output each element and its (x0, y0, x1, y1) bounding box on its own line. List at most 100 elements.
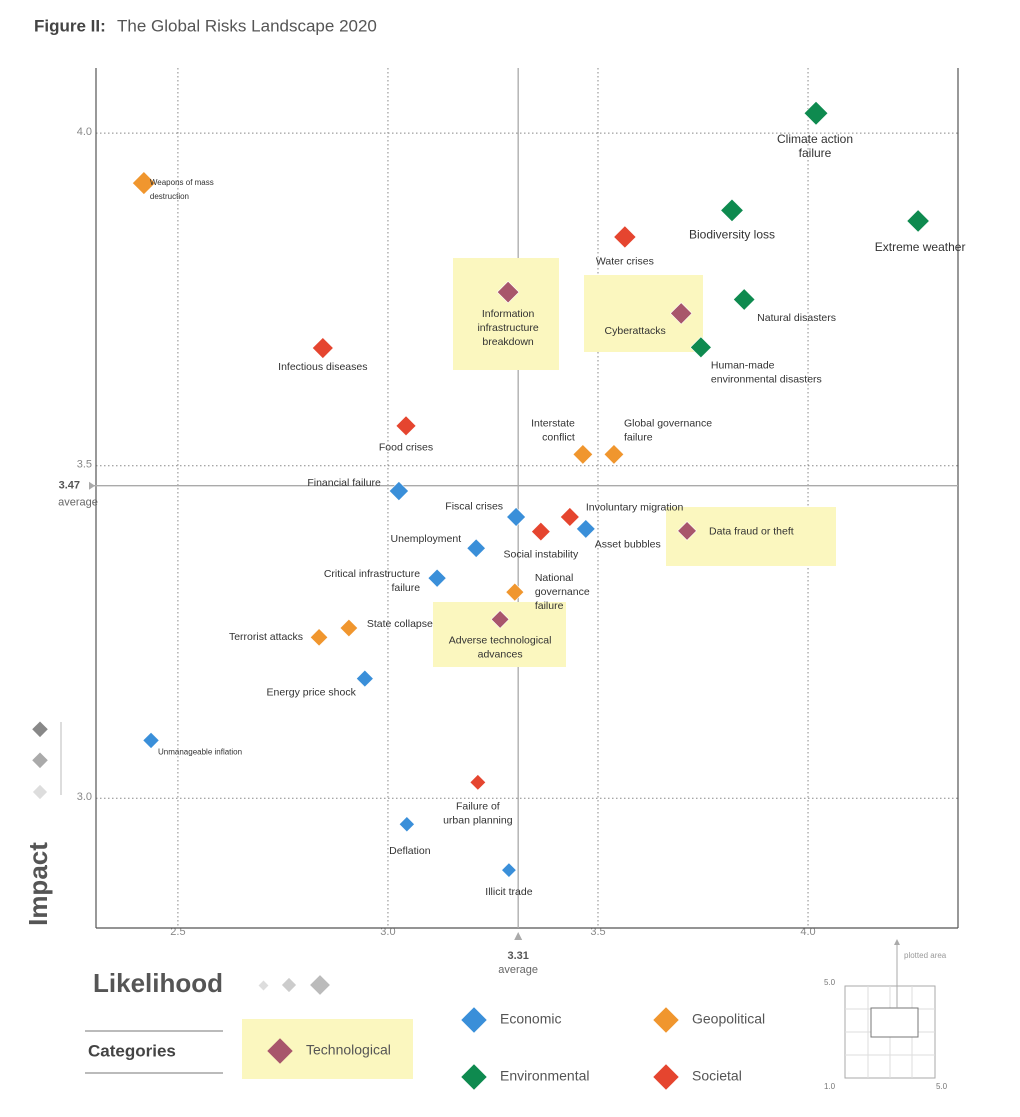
risk-label: Water crises (596, 256, 654, 268)
icon-diamond (32, 784, 48, 800)
average-value: 3.31 (507, 950, 528, 962)
inset-label: plotted area (904, 951, 947, 960)
risk-label: Social instability (504, 548, 579, 560)
x-axis-label: Likelihood (93, 968, 223, 998)
risk-label: Unemployment (391, 533, 462, 545)
risk-marker (506, 507, 526, 527)
y-axis-label: Impact (23, 842, 53, 926)
impact-icon (32, 721, 62, 800)
risk-label: Food crises (379, 442, 433, 454)
risk-marker (469, 774, 487, 791)
title-prefix: Figure II: (34, 16, 106, 35)
risk-label: Financial failure (307, 477, 381, 489)
risk-marker (603, 444, 625, 465)
risk-label: Extreme weather (875, 240, 966, 254)
average-label: average (498, 964, 538, 976)
risk-marker (572, 444, 594, 465)
legend-marker (653, 1007, 679, 1033)
risk-marker (398, 816, 415, 833)
risk-marker (490, 610, 510, 629)
risk-label: Energy price shock (267, 686, 357, 698)
inset-tick: 1.0 (824, 1082, 836, 1091)
risk-marker (720, 198, 744, 223)
risk-label: Weapons of mass destruction (150, 178, 214, 201)
inset: plotted area 5.0 1.0 5.0 (824, 939, 948, 1091)
risk-label: Fiscal crises (445, 501, 503, 513)
highlight-box (453, 258, 559, 370)
average-marker (514, 932, 523, 940)
y-tick-label: 3.5 (77, 459, 92, 471)
legend-title: Categories (88, 1041, 176, 1060)
risk-label: Biodiversity loss (689, 228, 775, 242)
legend-label: Societal (692, 1068, 742, 1084)
inset-tick: 5.0 (936, 1082, 948, 1091)
risk-marker (732, 288, 756, 311)
y-tick-label: 3.0 (77, 791, 92, 803)
risk-marker (142, 731, 160, 749)
risk-marker (906, 209, 930, 233)
risk-marker (613, 225, 637, 249)
risk-label: Infectious diseases (278, 361, 367, 373)
risk-marker (677, 521, 697, 541)
icon-diamond (258, 980, 269, 991)
risk-label: State collapse (367, 618, 433, 630)
risk-marker (388, 480, 409, 502)
risk-marker (496, 280, 520, 304)
x-tick-label: 4.0 (800, 926, 815, 938)
average-marker (89, 481, 95, 490)
risk-label: Interstate conflict (531, 417, 575, 443)
risk-marker (131, 171, 156, 195)
average-label: average (58, 497, 98, 509)
x-tick-label: 3.5 (590, 926, 605, 938)
risk-label: Asset bubbles (595, 539, 661, 551)
risk-label: Involuntary migration (586, 502, 684, 514)
risk-label: National governance failure (535, 572, 590, 612)
risk-marker (427, 568, 447, 588)
icon-diamond (310, 975, 330, 995)
risk-marker (670, 302, 693, 325)
risk-marker (531, 521, 551, 542)
risk-marker (311, 337, 334, 359)
risk-marker (339, 618, 359, 638)
inset-arrowhead (894, 939, 900, 945)
risk-marker (355, 669, 374, 688)
legend-label: Environmental (500, 1068, 590, 1084)
risk-label: Cyberattacks (605, 325, 666, 337)
average-value: 3.47 (59, 480, 80, 492)
legend-marker (461, 1064, 487, 1090)
inset-area (870, 1007, 919, 1038)
legend-label: Geopolitical (692, 1011, 765, 1027)
risk-marker (803, 100, 829, 126)
risk-label: Data fraud or theft (709, 526, 794, 538)
legend-marker (461, 1007, 487, 1033)
risk-marker (395, 415, 417, 437)
risk-label: Unmanageable inflation (158, 748, 242, 757)
icon-diamond (32, 752, 48, 769)
risk-marker (505, 582, 525, 602)
risk-marker (559, 507, 580, 527)
risk-marker (501, 862, 517, 878)
risk-label: Global governance failure (624, 417, 712, 443)
y-tick-label: 4.0 (77, 126, 92, 138)
risk-marker (689, 336, 712, 359)
risk-label: Human-made environmental disasters (711, 359, 822, 385)
risk-label: Terrorist attacks (229, 631, 303, 643)
legend-label: Technological (306, 1042, 391, 1058)
chart-title: The Global Risks Landscape 2020 (117, 16, 377, 35)
legend-label: Economic (500, 1011, 561, 1027)
icon-diamond (32, 721, 48, 738)
likelihood-icon (258, 975, 330, 995)
legend-marker (653, 1064, 679, 1090)
inset-tick: 5.0 (824, 978, 836, 987)
risk-label: Natural disasters (757, 312, 836, 324)
highlight-box (666, 507, 836, 566)
icon-diamond (281, 977, 297, 993)
risk-label: Information infrastructure breakdown (477, 308, 538, 348)
risk-marker (466, 538, 486, 558)
risk-marker (309, 628, 329, 647)
risk-label: Critical infrastructure failure (324, 568, 420, 594)
risk-label: Failure of urban planning (443, 800, 513, 826)
x-tick-label: 3.0 (380, 926, 395, 938)
risk-label: Illicit trade (485, 886, 532, 898)
